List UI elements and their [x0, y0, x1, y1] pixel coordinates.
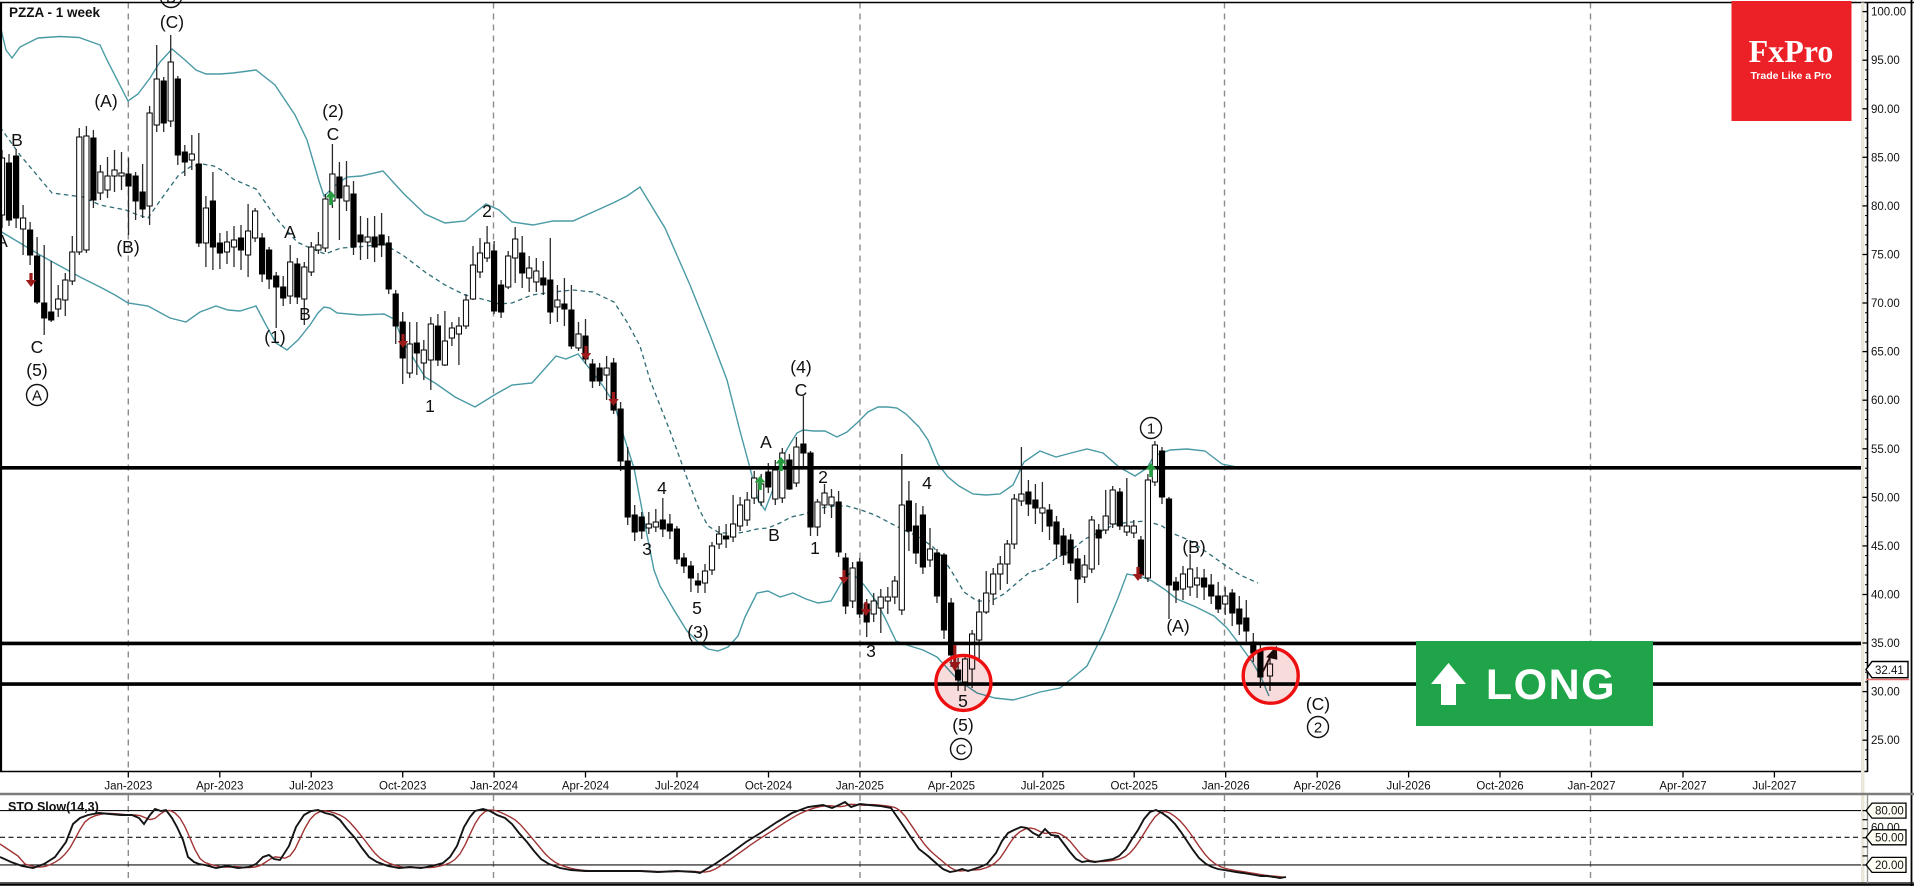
svg-text:(C): (C) [1306, 694, 1330, 714]
svg-text:100.00: 100.00 [1871, 7, 1906, 19]
svg-text:80.00: 80.00 [1871, 201, 1900, 213]
svg-text:C: C [956, 742, 967, 759]
svg-text:65.00: 65.00 [1871, 347, 1900, 359]
svg-text:40.00: 40.00 [1871, 590, 1900, 602]
svg-text:A: A [284, 222, 296, 242]
svg-text:4: 4 [657, 478, 667, 498]
svg-text:(5): (5) [26, 360, 47, 380]
svg-text:Oct-2023: Oct-2023 [379, 781, 426, 793]
svg-text:Apr-2027: Apr-2027 [1659, 781, 1706, 793]
svg-text:5: 5 [958, 691, 968, 711]
svg-text:3: 3 [866, 641, 876, 661]
svg-text:Jul-2025: Jul-2025 [1021, 781, 1065, 793]
svg-text:55.00: 55.00 [1871, 444, 1900, 456]
svg-text:(B): (B) [1182, 537, 1205, 557]
svg-text:1: 1 [810, 538, 820, 558]
svg-text:35.00: 35.00 [1871, 638, 1900, 650]
svg-text:C: C [31, 337, 44, 357]
svg-text:(A): (A) [1166, 616, 1189, 636]
svg-text:(4): (4) [790, 357, 811, 377]
svg-text:50.00: 50.00 [1875, 832, 1904, 844]
svg-text:(3): (3) [687, 622, 708, 642]
svg-text:Oct-2025: Oct-2025 [1111, 781, 1158, 793]
svg-text:Trade Like a Pro: Trade Like a Pro [1750, 70, 1831, 82]
svg-text:(1): (1) [264, 327, 285, 347]
svg-text:Jan-2026: Jan-2026 [1202, 781, 1250, 793]
svg-text:Jan-2025: Jan-2025 [836, 781, 884, 793]
svg-text:(C): (C) [160, 12, 184, 32]
svg-text:25.00: 25.00 [1871, 735, 1900, 747]
svg-text:70.00: 70.00 [1871, 298, 1900, 310]
svg-text:Oct-2024: Oct-2024 [745, 781, 793, 793]
svg-text:30.00: 30.00 [1871, 687, 1900, 699]
svg-text:B: B [299, 304, 311, 324]
svg-text:Apr-2026: Apr-2026 [1294, 781, 1341, 793]
svg-text:Jan-2023: Jan-2023 [104, 781, 152, 793]
svg-text:2: 2 [482, 201, 492, 221]
svg-text:A: A [0, 231, 8, 251]
svg-text:FxPro: FxPro [1749, 33, 1834, 69]
svg-text:45.00: 45.00 [1871, 541, 1900, 553]
svg-text:Jan-2024: Jan-2024 [470, 781, 519, 793]
svg-text:95.00: 95.00 [1871, 55, 1900, 67]
svg-text:(5): (5) [952, 715, 973, 735]
svg-text:Apr-2024: Apr-2024 [562, 781, 610, 793]
svg-text:90.00: 90.00 [1871, 104, 1900, 116]
svg-text:3: 3 [642, 539, 652, 559]
svg-text:Jul-2024: Jul-2024 [655, 781, 700, 793]
svg-text:1: 1 [1147, 421, 1155, 438]
svg-text:32.41: 32.41 [1875, 665, 1904, 677]
svg-text:A: A [32, 388, 42, 405]
svg-text:50.00: 50.00 [1871, 492, 1900, 504]
svg-text:Jul-2027: Jul-2027 [1752, 781, 1796, 793]
svg-text:LONG: LONG [1486, 661, 1616, 709]
svg-text:60.00: 60.00 [1871, 395, 1900, 407]
svg-text:4: 4 [922, 473, 932, 493]
svg-text:(B): (B) [116, 237, 139, 257]
svg-text:C: C [327, 124, 340, 144]
svg-text:B: B [768, 525, 780, 545]
svg-text:2: 2 [818, 467, 828, 487]
svg-text:Jul-2023: Jul-2023 [289, 781, 333, 793]
svg-text:PZZA - 1 week: PZZA - 1 week [9, 5, 101, 20]
svg-text:Apr-2025: Apr-2025 [928, 781, 975, 793]
svg-text:Oct-2026: Oct-2026 [1476, 781, 1523, 793]
svg-text:75.00: 75.00 [1871, 250, 1900, 262]
svg-text:(A): (A) [94, 91, 117, 111]
svg-text:B: B [11, 130, 23, 150]
svg-text:1: 1 [425, 396, 435, 416]
svg-text:20.00: 20.00 [1875, 860, 1904, 872]
svg-text:STO Slow(14,3): STO Slow(14,3) [8, 800, 99, 814]
svg-text:5: 5 [692, 598, 702, 618]
svg-text:Apr-2023: Apr-2023 [196, 781, 243, 793]
svg-text:Jan-2027: Jan-2027 [1568, 781, 1616, 793]
svg-text:A: A [760, 432, 772, 452]
svg-text:C: C [795, 380, 808, 400]
svg-text:85.00: 85.00 [1871, 152, 1900, 164]
svg-text:80.00: 80.00 [1875, 806, 1904, 818]
svg-text:2: 2 [1314, 720, 1322, 737]
svg-text:(2): (2) [322, 101, 343, 121]
svg-text:Jul-2026: Jul-2026 [1387, 781, 1431, 793]
